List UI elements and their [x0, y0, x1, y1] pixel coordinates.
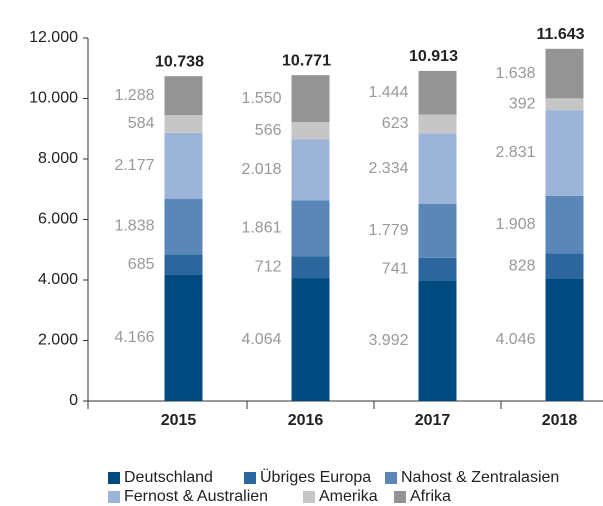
bar-segment — [545, 195, 584, 254]
value-label: 584 — [128, 115, 155, 132]
total-label: 10.771 — [282, 52, 331, 69]
bar-segment — [418, 280, 457, 401]
bar-segment — [291, 278, 330, 401]
value-label: 1.908 — [495, 216, 535, 233]
value-label: 392 — [509, 95, 536, 112]
value-label: 566 — [255, 122, 282, 139]
value-label: 3.992 — [368, 332, 408, 349]
value-label: 2.831 — [495, 144, 535, 161]
bar-segment — [418, 257, 457, 281]
y-tick-label: 10.000 — [29, 90, 78, 107]
x-tick-label: 2015 — [161, 412, 197, 429]
value-label: 623 — [382, 115, 409, 132]
value-label: 712 — [255, 259, 282, 276]
value-label: 2.177 — [114, 157, 154, 174]
bar-segment — [418, 133, 457, 205]
legend-label: Nahost & Zentralasien — [401, 469, 559, 486]
value-label: 4.046 — [495, 331, 535, 348]
y-tick-label: 12.000 — [29, 29, 78, 46]
legend-label: Amerika — [319, 488, 378, 505]
bar-segment — [291, 200, 330, 257]
bar-segment — [545, 98, 584, 111]
value-label: 828 — [509, 257, 536, 274]
value-label: 2.334 — [368, 160, 408, 177]
bar-segment — [164, 76, 203, 116]
bar-segment — [418, 70, 457, 115]
value-label: 685 — [128, 256, 155, 273]
value-label: 2.018 — [241, 161, 281, 178]
value-label: 1.838 — [114, 218, 154, 235]
legend-swatch — [303, 491, 315, 503]
x-tick-label: 2016 — [288, 412, 324, 429]
legend-swatch — [108, 491, 120, 503]
bar-segment — [545, 110, 584, 196]
value-label: 1.550 — [241, 90, 281, 107]
value-label: 1.638 — [495, 65, 535, 82]
bar-segment — [545, 253, 584, 279]
value-label: 4.166 — [114, 329, 154, 346]
total-label: 10.913 — [409, 48, 458, 65]
x-tick-label: 2017 — [415, 412, 451, 429]
bar-segment — [545, 278, 584, 401]
bar-segment — [164, 274, 203, 401]
y-tick-label: 8.000 — [38, 150, 78, 167]
y-tick-label: 6.000 — [38, 211, 78, 228]
value-label: 1.288 — [114, 87, 154, 104]
y-tick-label: 2.000 — [38, 332, 78, 349]
bar-segment — [164, 254, 203, 275]
bar-segment — [164, 115, 203, 133]
legend-label: Fernost & Australien — [124, 488, 268, 505]
legend-label: Afrika — [410, 488, 451, 505]
bar-segment — [291, 139, 330, 201]
value-label: 741 — [382, 260, 409, 277]
total-label: 10.738 — [155, 53, 204, 70]
bar-segment — [164, 132, 203, 199]
y-tick-label: 0 — [69, 392, 78, 409]
legend-label: Übriges Europa — [260, 468, 371, 486]
x-tick-label: 2018 — [542, 412, 578, 429]
bar-segment — [418, 114, 457, 134]
legend-label: Deutschland — [124, 469, 213, 486]
bar-segment — [418, 204, 457, 258]
bar-segment — [291, 75, 330, 123]
value-label: 4.064 — [241, 331, 281, 348]
legend-swatch — [385, 472, 397, 484]
total-label: 11.643 — [536, 26, 584, 43]
bar-segment — [291, 256, 330, 279]
bar-segment — [164, 198, 203, 255]
bar-segment — [545, 48, 584, 99]
bar-segment — [291, 122, 330, 140]
value-label: 1.444 — [368, 84, 408, 101]
legend-swatch — [108, 472, 120, 484]
value-label: 1.779 — [368, 222, 408, 239]
legend-swatch — [244, 472, 256, 484]
value-label: 1.861 — [241, 220, 281, 237]
legend-swatch — [394, 491, 406, 503]
y-tick-label: 4.000 — [38, 271, 78, 288]
